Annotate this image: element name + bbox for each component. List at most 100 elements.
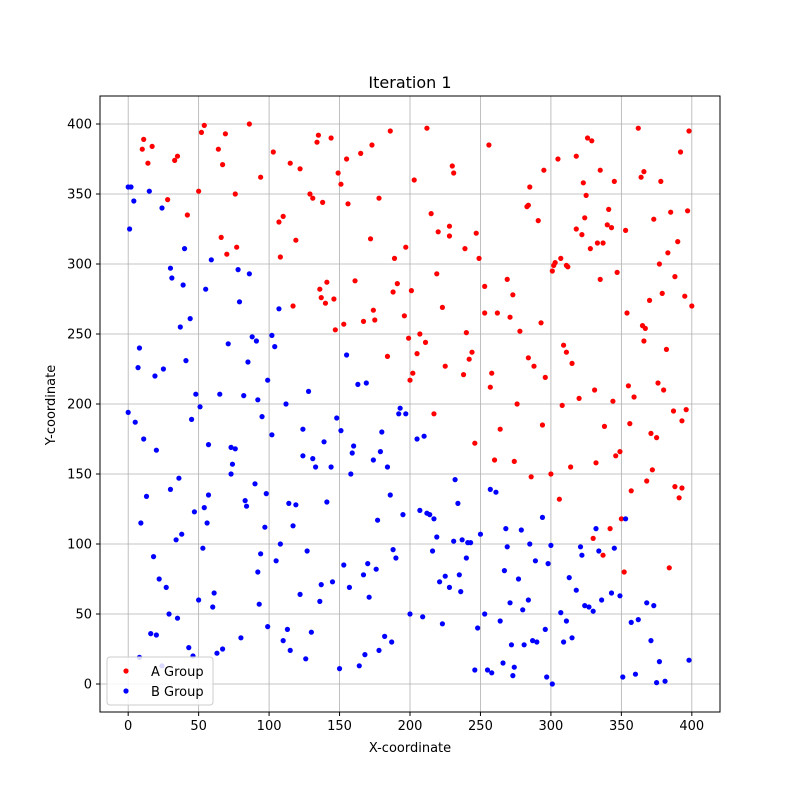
point-b-group [548,542,554,549]
point-a-group [656,261,663,267]
x-tick-label: 200 [398,719,423,734]
point-a-group [563,349,570,355]
point-a-group [580,180,586,186]
point-b-group [558,610,564,616]
point-b-group [686,657,692,663]
point-a-group [411,177,417,183]
point-b-group [238,635,244,641]
point-b-group [431,516,437,522]
point-b-group [579,552,585,558]
point-a-group [215,146,221,152]
point-a-group [338,181,344,187]
point-a-group [370,307,376,313]
point-b-group [472,667,478,673]
point-b-group [632,671,639,677]
point-b-group [560,639,567,645]
point-a-group [625,383,632,389]
point-a-group [627,421,633,427]
point-b-group [563,618,570,624]
point-b-group [259,414,265,420]
point-b-group [211,590,217,596]
point-a-group [689,303,695,309]
point-b-group [341,562,347,568]
point-b-group [463,555,469,561]
point-b-group [180,282,186,288]
point-b-group [159,205,165,211]
point-b-group [153,447,159,453]
point-a-group [679,418,685,424]
point-b-group [390,547,396,553]
point-a-group [573,153,579,159]
point-a-group [649,467,655,473]
point-a-group [224,251,230,257]
x-tick-label: 400 [679,719,704,734]
legend-marker [123,688,129,694]
point-b-group [377,449,384,455]
point-a-group [541,167,547,173]
point-b-group [446,584,453,591]
point-b-group [297,591,303,598]
point-b-group [656,659,663,665]
point-b-group [442,573,448,579]
point-b-group [183,358,189,364]
point-b-group [384,464,391,470]
point-b-group [586,604,592,610]
point-a-group [589,138,595,144]
point-b-group [611,545,617,551]
point-b-group [370,457,376,463]
point-b-group [273,558,279,564]
point-b-group [487,486,493,492]
point-b-group [138,520,144,526]
point-b-group [258,551,264,557]
point-a-group [407,377,413,383]
point-a-group [525,355,531,361]
point-b-group [146,188,152,194]
point-b-group [573,587,579,593]
point-a-group [324,279,330,285]
point-b-group [608,590,615,596]
point-a-group [466,356,472,362]
point-b-group [382,633,388,640]
point-b-group [196,597,202,603]
point-b-group [225,341,231,347]
point-b-group [269,432,275,438]
point-a-group [555,156,561,162]
point-b-group [356,663,362,669]
point-b-group [459,537,465,543]
point-b-group [249,334,255,340]
point-a-group [222,131,229,137]
point-a-group [659,290,665,296]
point-a-group [417,331,423,337]
point-b-group [351,443,357,449]
point-a-group [184,212,190,218]
point-b-group [300,453,306,459]
point-b-group [128,184,134,190]
point-b-group [349,450,355,456]
point-b-group [366,594,372,600]
point-a-group [472,440,478,446]
point-a-group [489,370,495,376]
point-a-group [315,132,322,138]
point-a-group [201,122,207,128]
point-b-group [181,246,188,252]
legend: A Group B Group [106,656,214,706]
point-a-group [607,526,613,532]
point-b-group [599,597,605,603]
point-a-group [424,125,430,131]
point-b-group [152,373,158,379]
x-axis-label: X-coordinate [369,741,451,756]
point-b-group [515,576,522,582]
point-a-group [593,460,599,466]
y-tick-label: 200 [67,398,92,413]
point-b-group [493,489,499,495]
legend-box [106,656,214,706]
point-b-group [507,600,513,606]
point-a-group [352,278,358,284]
point-b-group [545,561,551,567]
point-a-group [317,286,323,292]
point-a-group [642,325,648,331]
point-a-group [446,223,453,229]
point-b-group [596,548,602,554]
point-a-group [449,163,455,169]
point-b-group [236,299,243,305]
